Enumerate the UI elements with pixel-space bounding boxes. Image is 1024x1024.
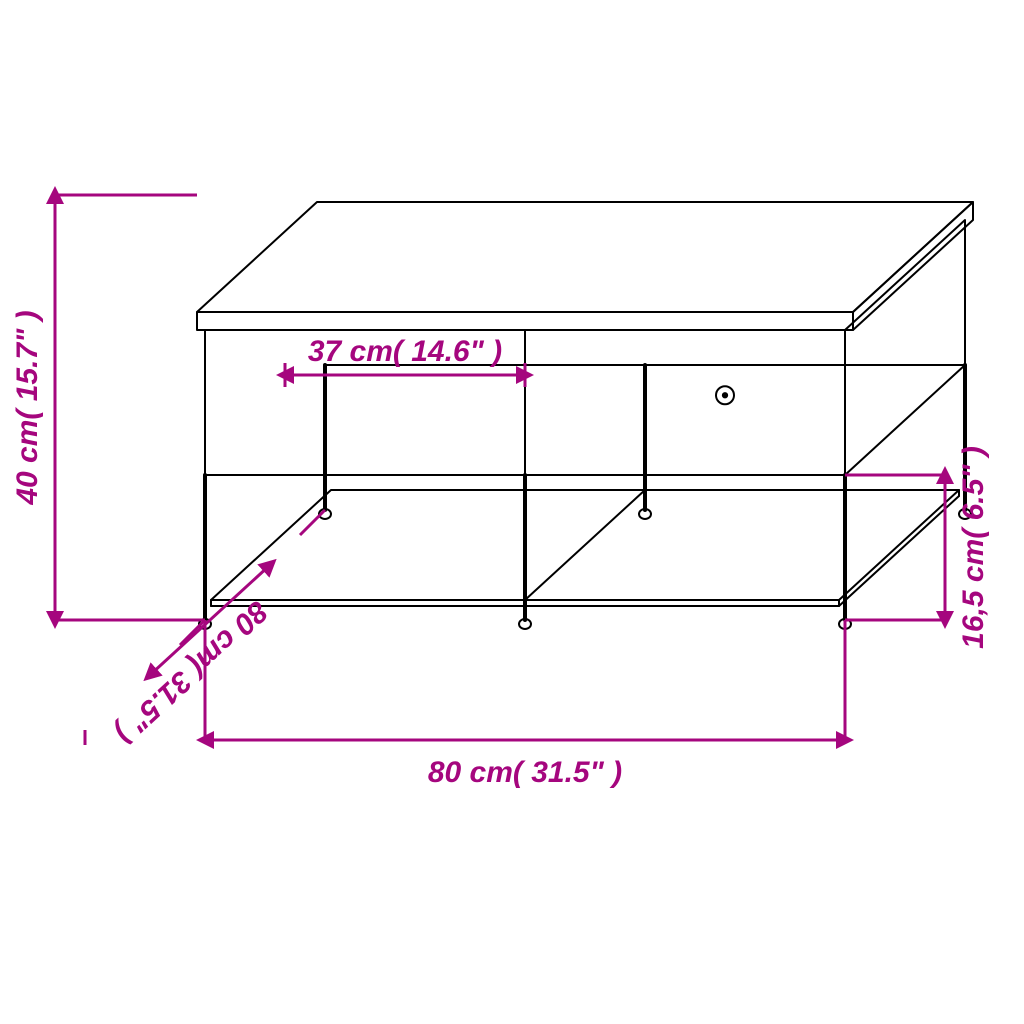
- dim-depth: 80 cm( 31.5" ): [109, 594, 275, 750]
- dim-shelf-height: 16,5 cm( 6.5" ): [957, 446, 990, 649]
- dim-width: 80 cm( 31.5" ): [428, 756, 622, 789]
- dim-height: 40 cm( 15.7" ): [11, 310, 44, 505]
- dim-drawer-width: 37 cm( 14.6" ): [308, 335, 502, 368]
